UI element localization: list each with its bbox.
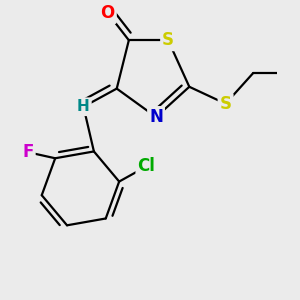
Text: H: H xyxy=(77,99,90,114)
Text: N: N xyxy=(149,108,163,126)
Text: Cl: Cl xyxy=(137,158,155,175)
Text: S: S xyxy=(220,95,232,113)
Text: O: O xyxy=(100,4,115,22)
Text: S: S xyxy=(162,31,174,49)
Text: F: F xyxy=(22,143,34,161)
